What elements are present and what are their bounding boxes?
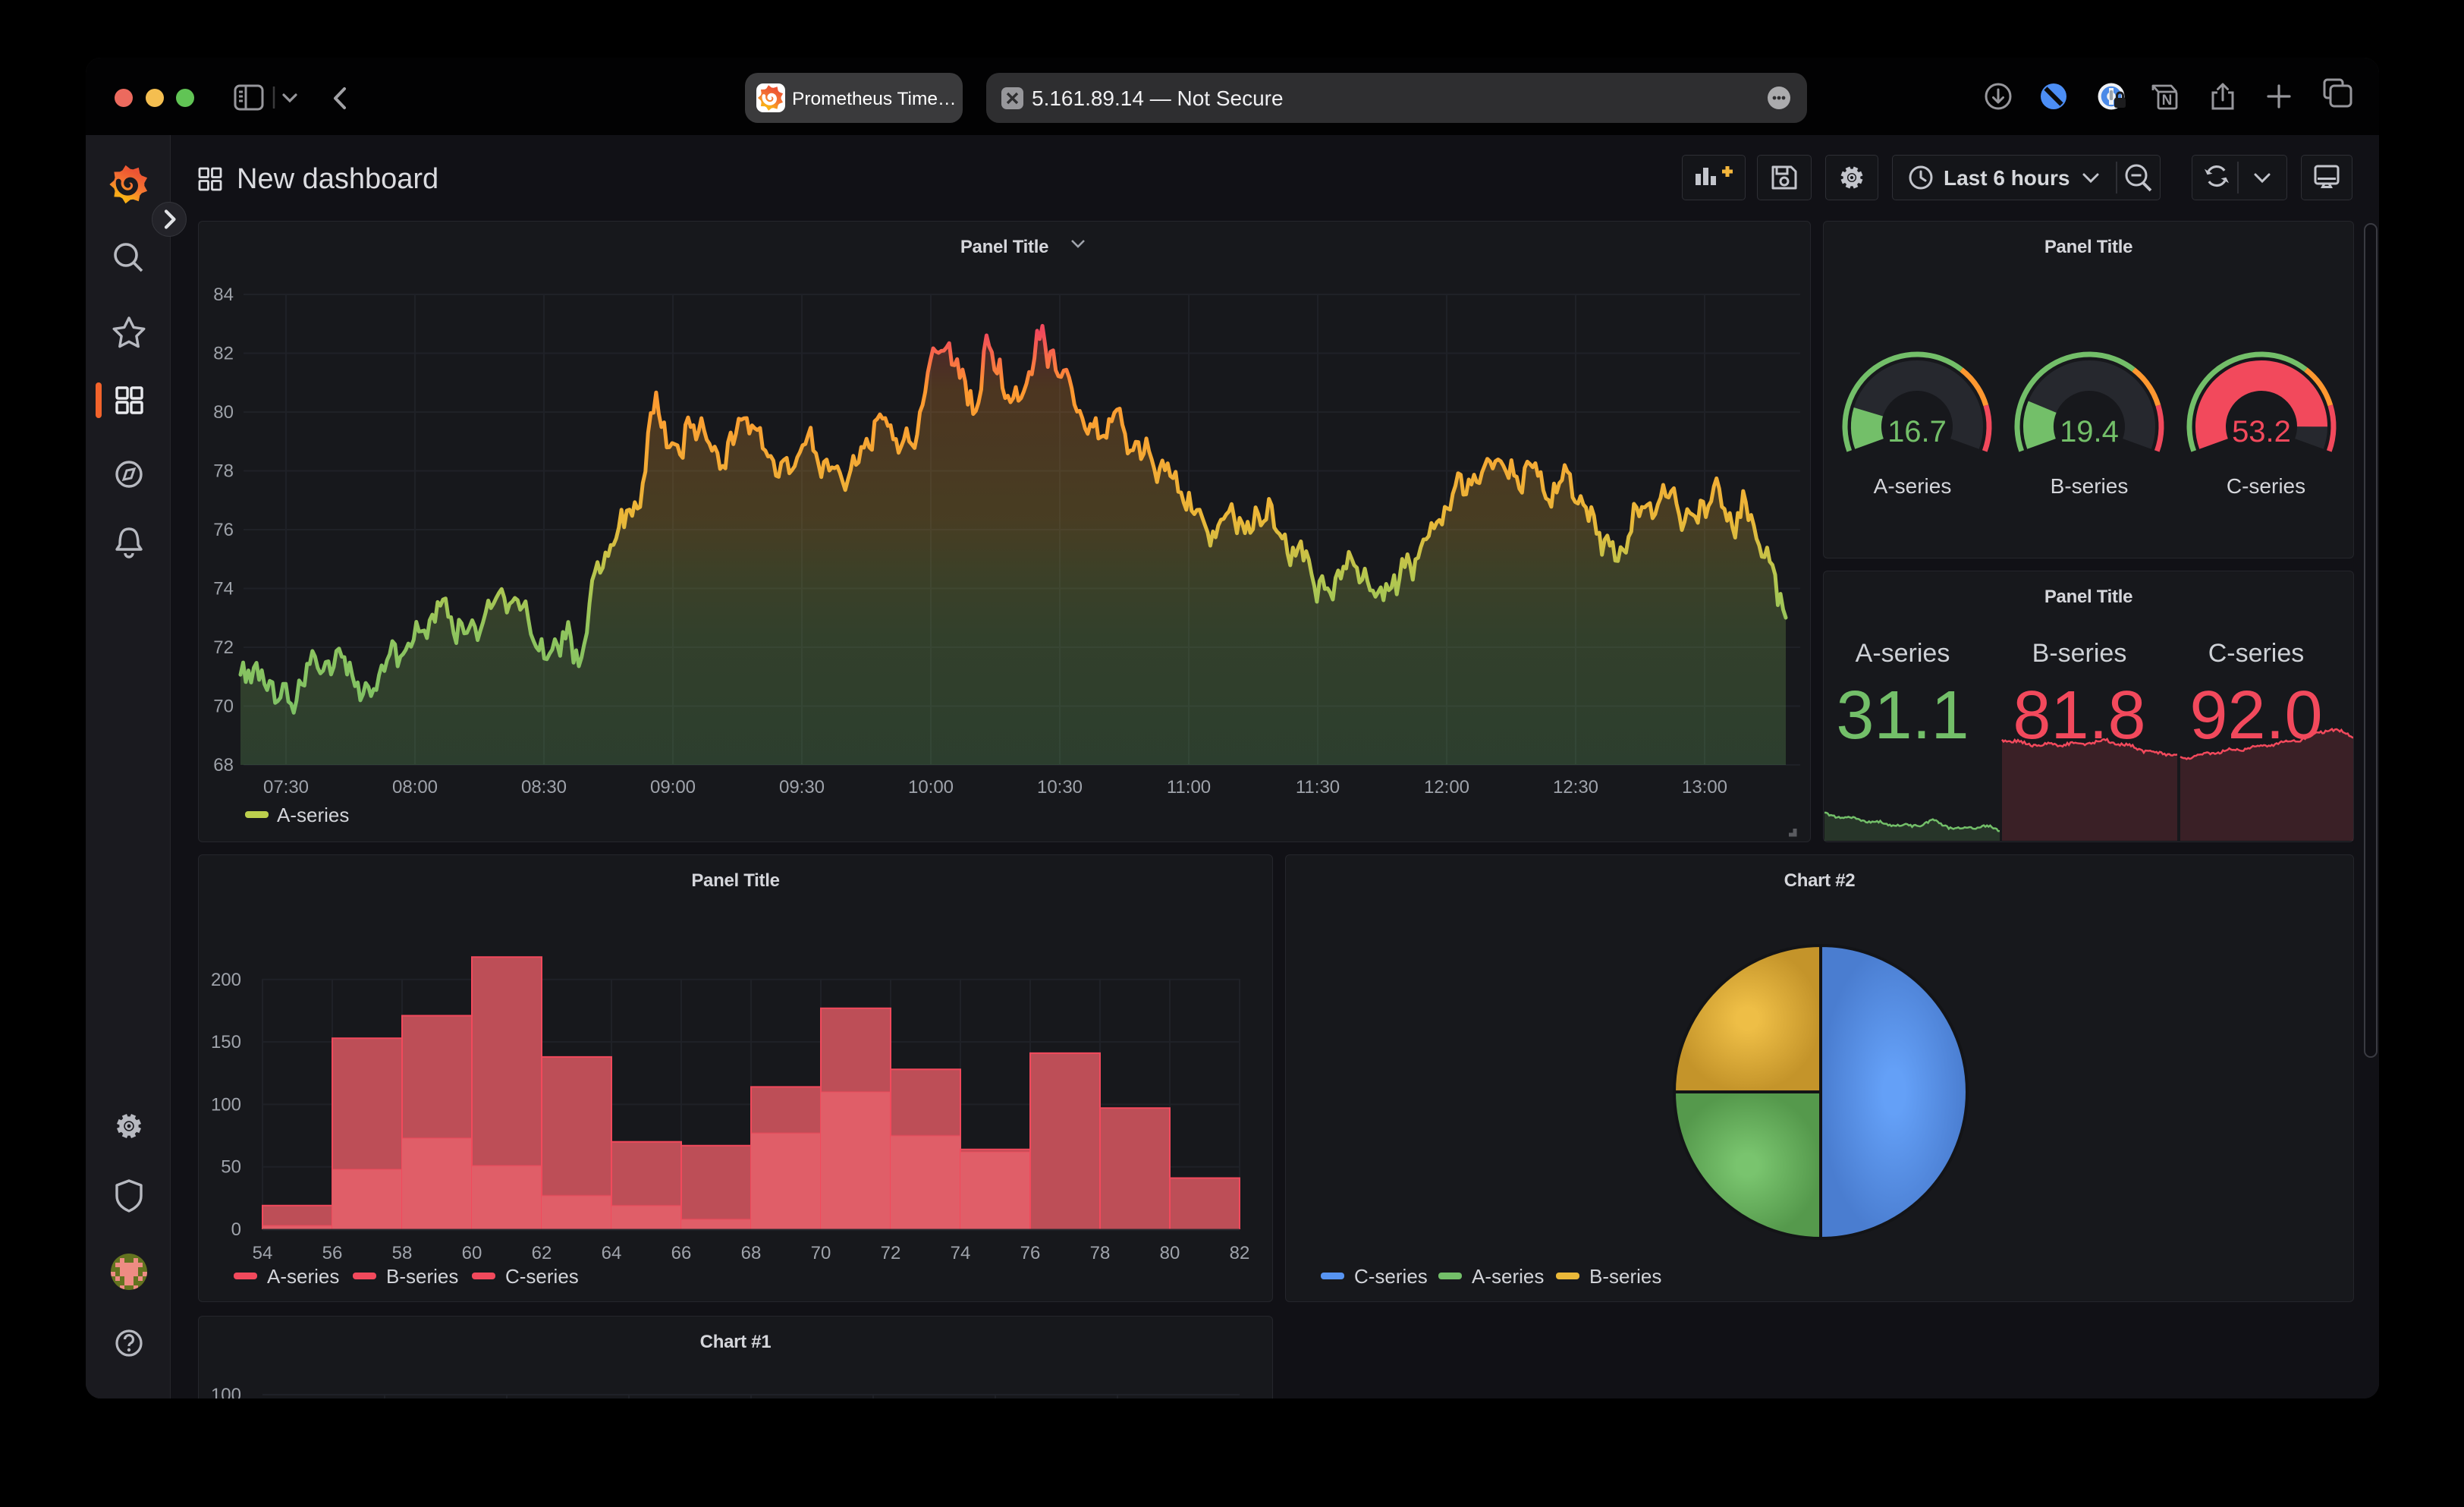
svg-text:C-series: C-series — [1354, 1265, 1428, 1288]
svg-text:5.161.89.14 — Not Secure: 5.161.89.14 — Not Secure — [1032, 87, 1284, 110]
svg-text:76: 76 — [1020, 1243, 1041, 1263]
svg-text:A-series: A-series — [267, 1265, 339, 1288]
svg-text:74: 74 — [951, 1243, 971, 1263]
svg-text:0: 0 — [231, 1219, 241, 1240]
svg-text:64: 64 — [602, 1243, 622, 1263]
svg-text:70: 70 — [213, 697, 234, 717]
svg-text:62: 62 — [532, 1243, 552, 1263]
svg-text:100: 100 — [211, 1094, 241, 1115]
svg-text:12:00: 12:00 — [1424, 777, 1469, 798]
svg-text:82: 82 — [1230, 1243, 1250, 1263]
svg-text:81.8: 81.8 — [2013, 678, 2145, 754]
svg-text:58: 58 — [392, 1243, 413, 1263]
svg-text:74: 74 — [213, 579, 234, 599]
svg-text:Last 6 hours: Last 6 hours — [1944, 166, 2070, 190]
svg-text:60: 60 — [462, 1243, 482, 1263]
svg-text:C-series: C-series — [2227, 474, 2305, 498]
svg-text:76: 76 — [213, 520, 234, 540]
svg-text:100: 100 — [211, 1385, 241, 1398]
svg-text:78: 78 — [1090, 1243, 1111, 1263]
svg-text:50: 50 — [221, 1157, 241, 1178]
svg-text:09:30: 09:30 — [779, 777, 825, 798]
svg-text:68: 68 — [741, 1243, 762, 1263]
svg-text:C-series: C-series — [2208, 639, 2305, 668]
svg-text:31.1: 31.1 — [1836, 678, 1969, 754]
svg-text:08:00: 08:00 — [392, 777, 438, 798]
svg-text:08:30: 08:30 — [521, 777, 567, 798]
svg-text:53.2: 53.2 — [2232, 415, 2291, 448]
svg-text:84: 84 — [213, 285, 234, 305]
svg-text:80: 80 — [213, 402, 234, 423]
svg-text:A-series: A-series — [1874, 474, 1952, 498]
svg-text:66: 66 — [671, 1243, 692, 1263]
svg-text:09:00: 09:00 — [650, 777, 696, 798]
svg-text:A-series: A-series — [277, 804, 349, 826]
svg-text:72: 72 — [881, 1243, 901, 1263]
svg-text:10:00: 10:00 — [908, 777, 954, 798]
svg-text:B-series: B-series — [2032, 639, 2127, 668]
svg-text:70: 70 — [811, 1243, 831, 1263]
svg-text:11:30: 11:30 — [1296, 777, 1340, 798]
svg-text:78: 78 — [213, 461, 234, 482]
svg-text:A-series: A-series — [1472, 1265, 1544, 1288]
svg-text:19.4: 19.4 — [2060, 415, 2119, 448]
svg-text:10:30: 10:30 — [1037, 777, 1083, 798]
svg-text:C-series: C-series — [505, 1265, 579, 1288]
svg-text:54: 54 — [253, 1243, 273, 1263]
svg-text:A-series: A-series — [1856, 639, 1950, 668]
svg-text:13:00: 13:00 — [1682, 777, 1727, 798]
svg-text:B-series: B-series — [386, 1265, 458, 1288]
svg-text:N: N — [2162, 93, 2173, 109]
svg-text:B-series: B-series — [2051, 474, 2129, 498]
svg-text:200: 200 — [211, 970, 241, 990]
svg-text:12:30: 12:30 — [1553, 777, 1598, 798]
svg-text:B-series: B-series — [1589, 1265, 1661, 1288]
svg-text:150: 150 — [211, 1032, 241, 1052]
svg-text:16.7: 16.7 — [1887, 415, 1947, 448]
svg-text:07:30: 07:30 — [263, 777, 309, 798]
svg-text:80: 80 — [1160, 1243, 1180, 1263]
svg-text:11:00: 11:00 — [1167, 777, 1211, 798]
svg-text:82: 82 — [213, 344, 234, 364]
svg-text:56: 56 — [322, 1243, 343, 1263]
svg-text:Prometheus Time…: Prometheus Time… — [792, 89, 957, 109]
svg-text:68: 68 — [213, 755, 234, 776]
svg-text:72: 72 — [213, 637, 234, 658]
